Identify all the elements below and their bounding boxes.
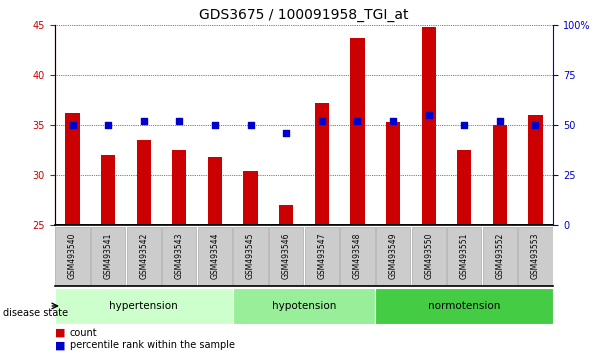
Point [67,122,77,128]
Bar [243,171,258,225]
Point [531,122,541,128]
Text: GSM493547: GSM493547 [317,233,326,279]
Point [174,118,184,124]
Text: normotension: normotension [428,301,500,311]
Bar [126,227,161,285]
Point [424,112,434,118]
Bar [233,227,268,285]
Text: hypertension: hypertension [109,301,178,311]
Bar [279,205,293,225]
Bar [492,125,507,225]
Bar [528,115,542,225]
Title: GDS3675 / 100091958_TGI_at: GDS3675 / 100091958_TGI_at [199,8,409,22]
Bar [340,227,375,285]
Bar [55,288,233,324]
Bar [421,27,436,225]
Bar [172,150,187,225]
Point [282,130,291,136]
Text: GSM493551: GSM493551 [460,233,469,279]
Bar [412,227,446,285]
Text: GSM493546: GSM493546 [282,233,291,279]
Point [388,118,398,124]
Text: GSM493540: GSM493540 [68,233,77,279]
Bar [269,227,303,285]
Bar [91,227,125,285]
Text: GSM493550: GSM493550 [424,233,433,279]
Bar [208,157,222,225]
Bar [457,150,471,225]
Bar [101,155,116,225]
Text: GSM493544: GSM493544 [210,233,219,279]
Point [460,122,469,128]
Bar [233,288,375,324]
Point [495,118,505,124]
Text: percentile rank within the sample: percentile rank within the sample [70,341,235,350]
Text: hypotension: hypotension [272,301,336,311]
Bar [315,103,329,225]
Text: GSM493541: GSM493541 [103,233,112,279]
Text: GSM493543: GSM493543 [175,233,184,279]
Bar [483,227,517,285]
Text: ■: ■ [55,341,65,350]
Point [210,122,220,128]
Text: GSM493542: GSM493542 [139,233,148,279]
Bar [376,227,410,285]
Bar [137,140,151,225]
Bar [55,227,89,285]
Text: GSM493549: GSM493549 [389,233,398,279]
Point [246,122,255,128]
Text: GSM493553: GSM493553 [531,233,540,279]
Bar [350,38,365,225]
Text: GSM493545: GSM493545 [246,233,255,279]
Bar [519,227,553,285]
Point [103,122,113,128]
Point [353,118,362,124]
Bar [198,227,232,285]
Text: ■: ■ [55,328,65,338]
Text: count: count [70,328,97,338]
Text: disease state: disease state [3,308,68,318]
Point [139,118,148,124]
Bar [66,113,80,225]
Bar [447,227,482,285]
Bar [305,227,339,285]
Point [317,118,326,124]
Bar [162,227,196,285]
Bar [386,122,400,225]
Text: GSM493548: GSM493548 [353,233,362,279]
Bar [375,288,553,324]
Text: GSM493552: GSM493552 [496,233,505,279]
